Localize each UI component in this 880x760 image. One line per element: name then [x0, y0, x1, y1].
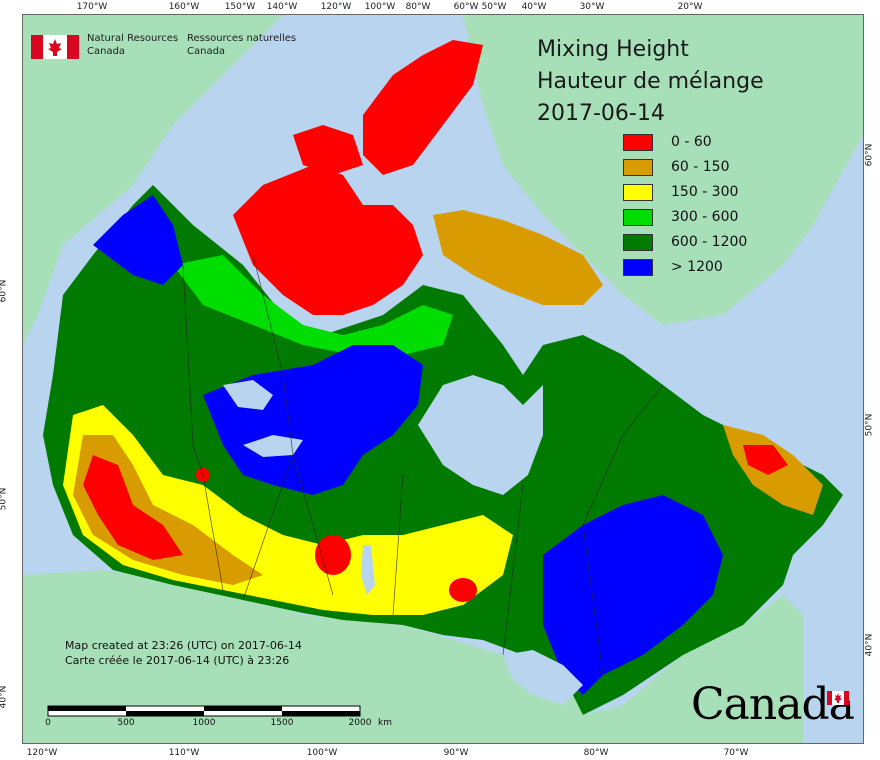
agency-fr-line1: Ressources naturelles	[187, 33, 297, 44]
scale-unit: km	[378, 718, 392, 728]
lat-tick-left: 50°N	[0, 487, 9, 511]
scale-label: 1000	[192, 718, 216, 728]
legend-label: > 1200	[671, 259, 723, 275]
lon-tick-bottom: 100°W	[306, 748, 338, 758]
lon-tick-top: 80°W	[405, 2, 431, 12]
lon-tick-bottom: 70°W	[723, 748, 749, 758]
lon-tick-top: 120°W	[320, 2, 352, 12]
agency-fr-line2: Canada	[187, 46, 226, 57]
hudson-bay	[418, 375, 543, 495]
lon-tick-top: 40°W	[521, 2, 547, 12]
map-date: 2017-06-14	[537, 101, 665, 126]
lat-tick-left: 40°N	[0, 685, 9, 709]
lon-tick-top: 50°W	[481, 2, 507, 12]
arctic-islands	[233, 165, 423, 315]
northern-islands	[293, 125, 363, 175]
newfoundland-zone	[743, 445, 788, 475]
legend-swatch	[623, 184, 653, 201]
lake-winnipeg	[361, 545, 375, 595]
wordmark-flag-icon	[827, 691, 849, 705]
usa-land	[23, 570, 803, 743]
lon-tick-top: 160°W	[168, 2, 200, 12]
scale-label: 2000	[348, 718, 372, 728]
lon-tick-top: 170°W	[76, 2, 108, 12]
map-svg	[23, 15, 863, 743]
yukon-high-zone	[93, 195, 183, 285]
northern-band	[173, 255, 453, 355]
agency-en-line2: Canada	[87, 46, 126, 57]
legend-label: 150 - 300	[671, 184, 739, 200]
lon-tick-bottom: 120°W	[26, 748, 58, 758]
interior-high-zone	[203, 345, 423, 495]
scale-label: 500	[117, 718, 135, 728]
legend-label: 0 - 60	[671, 134, 712, 150]
scale-label: 1500	[270, 718, 294, 728]
baffin-zone	[433, 210, 603, 305]
lat-tick-right: 40°N	[864, 633, 875, 657]
lon-tick-top: 140°W	[266, 2, 298, 12]
credit-fr: Carte créée le 2017-06-14 (UTC) à 23:26	[65, 654, 290, 667]
legend-label: 300 - 600	[671, 209, 739, 225]
ellesmere-island	[363, 40, 483, 175]
lat-tick-right: 60°N	[864, 143, 875, 167]
lon-tick-top: 30°W	[579, 2, 605, 12]
great-slave-lake	[243, 435, 303, 457]
greenland-land	[463, 15, 863, 325]
lat-tick-left: 60°N	[0, 279, 9, 303]
legend-label: 600 - 1200	[671, 234, 748, 250]
lon-tick-bottom: 90°W	[443, 748, 469, 758]
great-lakes	[503, 650, 583, 705]
lon-tick-bottom: 80°W	[583, 748, 609, 758]
lon-tick-top: 100°W	[364, 2, 396, 12]
lon-tick-top: 60°W	[453, 2, 479, 12]
prairie-red-cell	[449, 578, 477, 602]
legend-label: 60 - 150	[671, 159, 730, 175]
legend-swatch	[623, 159, 653, 176]
legend-swatch	[623, 209, 653, 226]
east-high-zone	[543, 495, 723, 695]
legend-swatch	[623, 234, 653, 251]
southwest-red	[83, 455, 183, 560]
lon-tick-bottom: 110°W	[168, 748, 200, 758]
great-bear-lake	[223, 380, 273, 410]
prairie-red-cell	[315, 535, 351, 575]
credit-en: Map created at 23:26 (UTC) on 2017-06-14	[65, 639, 302, 652]
legend-swatch	[623, 259, 653, 276]
agency-en-line1: Natural Resources	[87, 33, 179, 44]
legend-swatch	[623, 134, 653, 151]
canada-flag-icon	[31, 35, 79, 59]
province-boundaries	[182, 254, 664, 676]
alaska-land	[23, 15, 283, 345]
lon-tick-top: 150°W	[224, 2, 256, 12]
scale-label: 0	[45, 718, 51, 728]
map-canvas[interactable]: Natural Resources Canada Ressources natu…	[22, 14, 864, 744]
scale-bar	[47, 705, 361, 717]
map-title: Mixing Height	[537, 37, 689, 62]
map-title-fr: Hauteur de mélange	[537, 69, 764, 94]
lon-tick-top: 20°W	[677, 2, 703, 12]
lat-tick-right: 50°N	[864, 413, 875, 437]
